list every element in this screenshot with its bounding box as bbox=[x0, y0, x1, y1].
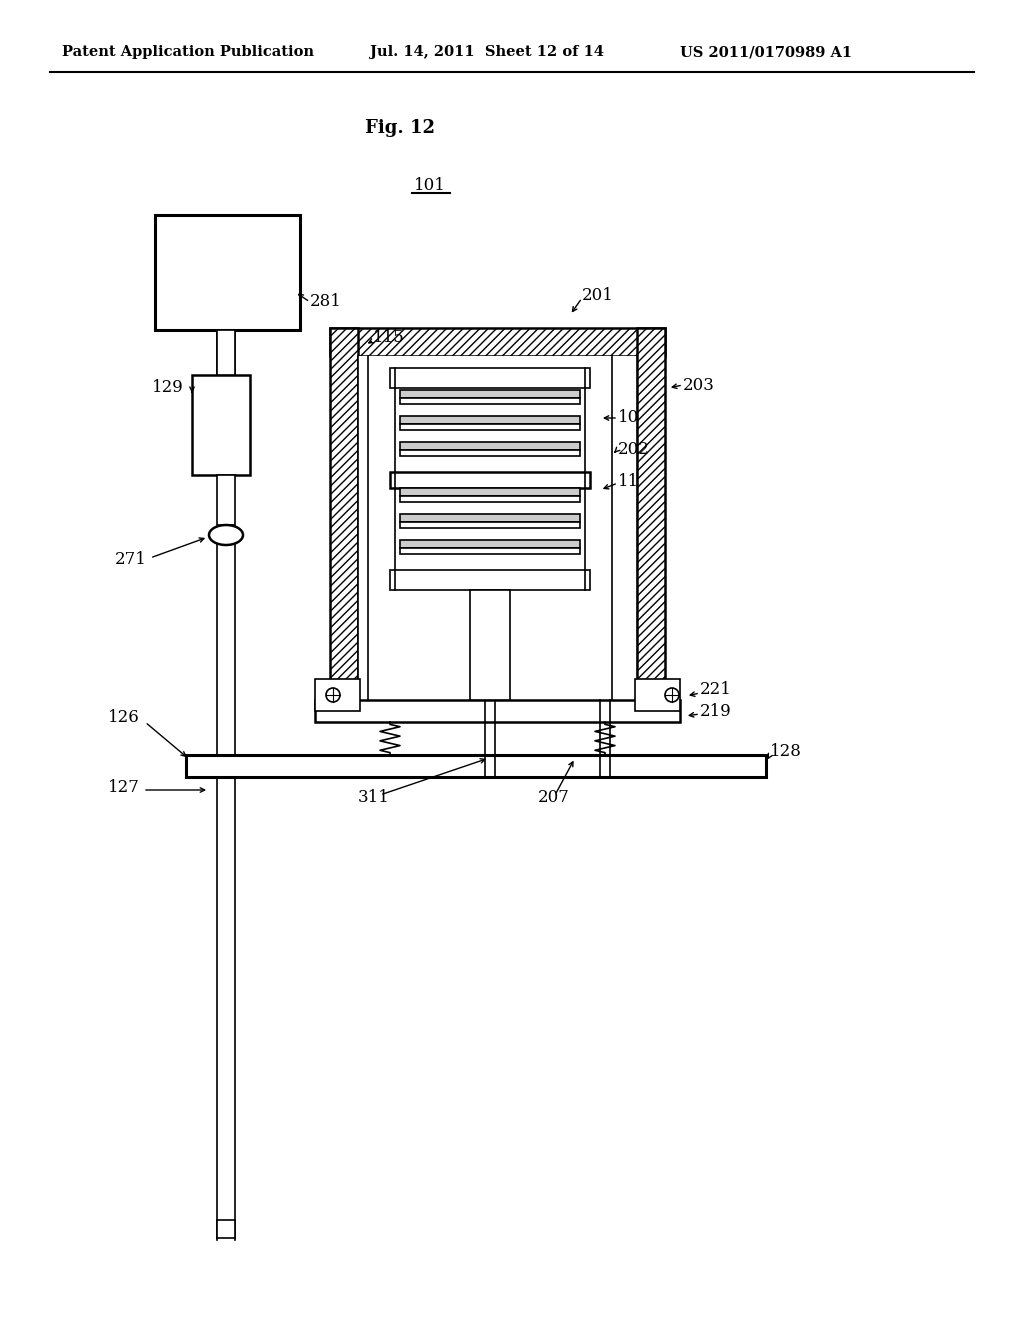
Bar bbox=[400, 496, 580, 502]
Bar bbox=[358, 356, 637, 700]
Text: 127: 127 bbox=[108, 780, 140, 796]
Text: Fig. 12: Fig. 12 bbox=[365, 119, 435, 137]
Bar bbox=[315, 678, 360, 711]
Bar bbox=[400, 389, 580, 399]
Bar bbox=[155, 215, 300, 330]
Text: 219: 219 bbox=[700, 704, 732, 721]
Bar bbox=[193, 375, 250, 475]
Text: 126: 126 bbox=[108, 710, 139, 726]
Bar bbox=[400, 521, 580, 528]
Circle shape bbox=[326, 688, 340, 702]
Bar bbox=[330, 327, 665, 356]
Bar bbox=[400, 513, 580, 521]
Text: 115: 115 bbox=[373, 330, 404, 346]
Text: 128: 128 bbox=[770, 743, 802, 760]
Text: 203: 203 bbox=[683, 376, 715, 393]
Text: 201: 201 bbox=[582, 286, 613, 304]
Bar bbox=[400, 548, 580, 554]
Text: 271: 271 bbox=[115, 552, 146, 569]
Bar bbox=[330, 327, 358, 700]
Bar bbox=[400, 450, 580, 455]
Text: 221: 221 bbox=[700, 681, 732, 698]
Text: 207: 207 bbox=[538, 789, 570, 807]
Bar bbox=[470, 590, 510, 700]
Text: 10: 10 bbox=[618, 409, 639, 426]
Text: 11: 11 bbox=[618, 474, 639, 491]
Bar bbox=[400, 424, 580, 430]
Bar bbox=[315, 700, 680, 722]
Bar bbox=[400, 540, 580, 548]
Bar bbox=[217, 475, 234, 525]
Bar bbox=[217, 330, 234, 375]
Bar bbox=[217, 1220, 234, 1238]
Text: 129: 129 bbox=[152, 380, 183, 396]
Text: Patent Application Publication: Patent Application Publication bbox=[62, 45, 314, 59]
Bar bbox=[400, 488, 580, 496]
Bar bbox=[390, 368, 590, 388]
Text: US 2011/0170989 A1: US 2011/0170989 A1 bbox=[680, 45, 852, 59]
Bar bbox=[400, 399, 580, 404]
Circle shape bbox=[665, 688, 679, 702]
Bar bbox=[217, 330, 234, 375]
Text: 202: 202 bbox=[618, 441, 650, 458]
Text: 101: 101 bbox=[414, 177, 445, 194]
Bar bbox=[390, 570, 590, 590]
Text: 281: 281 bbox=[310, 293, 342, 310]
Bar bbox=[635, 678, 680, 711]
Bar bbox=[400, 442, 580, 450]
Bar bbox=[186, 755, 766, 777]
Bar bbox=[637, 327, 665, 700]
Bar bbox=[400, 416, 580, 424]
Bar bbox=[390, 473, 590, 488]
Text: 311: 311 bbox=[358, 789, 390, 807]
Ellipse shape bbox=[209, 525, 243, 545]
Text: Jul. 14, 2011  Sheet 12 of 14: Jul. 14, 2011 Sheet 12 of 14 bbox=[370, 45, 604, 59]
